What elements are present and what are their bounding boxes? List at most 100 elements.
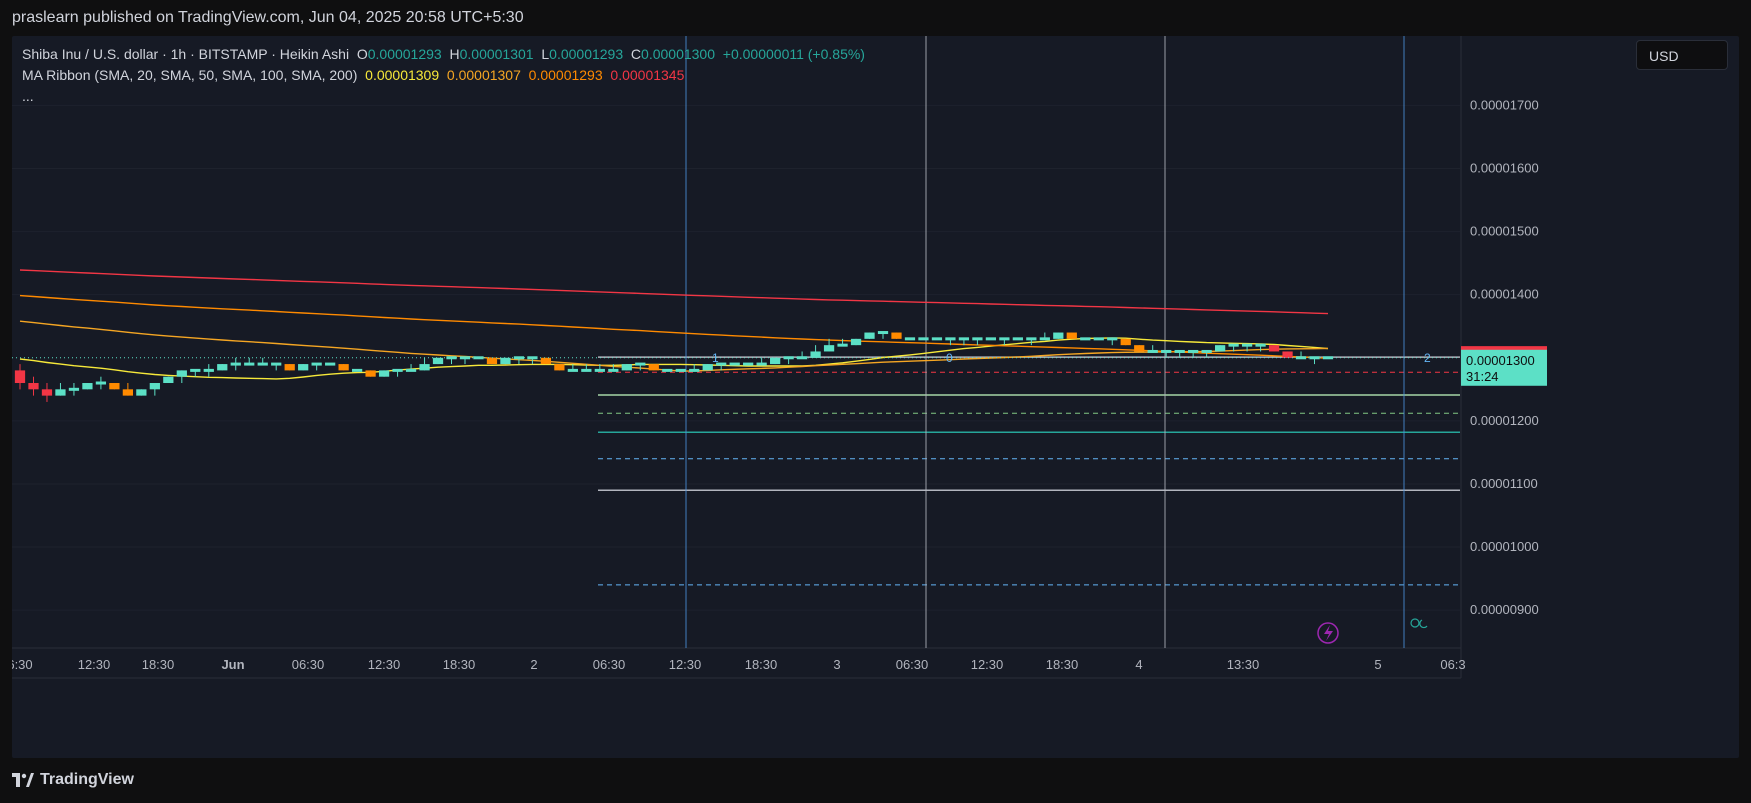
candle xyxy=(365,370,376,377)
candle xyxy=(271,362,282,366)
candle xyxy=(1107,337,1118,341)
candle xyxy=(325,362,336,366)
candle xyxy=(163,376,174,384)
currency-button[interactable]: USD xyxy=(1636,40,1728,70)
footer: TradingView xyxy=(12,765,134,795)
low-value: 0.00001293 xyxy=(549,46,624,62)
legend-more[interactable]: ... xyxy=(22,88,34,104)
price-chart[interactable]: 1 0 2 0.00001700 0.00001600 0.00001500 0.0000… xyxy=(12,36,1739,758)
ma-line-3 xyxy=(19,269,1329,315)
chart-panel[interactable]: 1 0 2 0.00001700 0.00001600 0.00001500 0.0000… xyxy=(12,36,1739,758)
candle xyxy=(1093,337,1104,341)
candle xyxy=(581,368,592,372)
candle xyxy=(554,364,565,371)
close-label: C xyxy=(630,46,642,62)
candle xyxy=(621,364,632,371)
symbol-description[interactable]: Shiba Inu / U.S. dollar · 1h · BITSTAMP … xyxy=(22,46,350,62)
tradingview-logo-icon xyxy=(12,773,34,787)
candle xyxy=(716,362,727,366)
y-tick-label-5: 0.00001100 xyxy=(1470,476,1538,491)
candle xyxy=(796,356,808,360)
x-tick-label-5: 12:30 xyxy=(368,657,401,672)
ma-line-1 xyxy=(19,320,1329,372)
candle xyxy=(55,389,66,396)
candle xyxy=(662,368,673,372)
candle xyxy=(1255,343,1266,347)
x-tick-label-12: 06:30 xyxy=(896,657,929,672)
candle xyxy=(500,357,511,365)
candle xyxy=(419,364,430,371)
candle xyxy=(1012,337,1023,341)
ma-ribbon-title: MA Ribbon (SMA, 20, SMA, 50, SMA, 100, S… xyxy=(22,67,358,83)
countdown-label: 31:24 xyxy=(1466,369,1499,384)
y-tick-label-0: 0.00001700 xyxy=(1470,97,1539,112)
candle xyxy=(810,351,821,358)
candle xyxy=(486,357,498,365)
candle xyxy=(702,364,713,371)
x-tick-label-2: 18:30 xyxy=(142,657,175,672)
close-value: 0.00001300 xyxy=(641,46,715,62)
y-tick-label-4: 0.00001200 xyxy=(1470,413,1539,428)
x-tick-label-18: 06:3 xyxy=(1440,657,1465,672)
candle xyxy=(298,364,309,371)
candle xyxy=(608,368,619,372)
candle xyxy=(1228,343,1239,347)
candle xyxy=(446,356,457,360)
ma100-value: 0.00001293 xyxy=(528,67,603,83)
candle xyxy=(1080,337,1091,341)
candle xyxy=(513,356,525,360)
x-tick-label-8: 06:30 xyxy=(593,657,626,672)
candle xyxy=(473,356,484,360)
bolt-icon xyxy=(1317,622,1339,644)
x-tick-label-3: Jun xyxy=(221,657,244,672)
candle xyxy=(41,389,53,396)
candle xyxy=(594,368,605,372)
candle xyxy=(378,370,390,377)
x-tick-label-9: 12:30 xyxy=(669,657,702,672)
candle xyxy=(567,368,578,372)
candle xyxy=(1282,351,1293,358)
footer-brand[interactable]: TradingView xyxy=(40,771,134,788)
candle xyxy=(972,337,983,341)
y-tick-label-1: 0.00001600 xyxy=(1470,160,1539,175)
candle xyxy=(1039,337,1050,341)
wave-label-2: 2 xyxy=(1424,351,1431,365)
ma20-value: 0.00001309 xyxy=(365,67,440,83)
candle xyxy=(1201,349,1212,353)
candle xyxy=(1295,356,1307,360)
y-tick-label-6: 0.00001000 xyxy=(1470,539,1539,554)
candle xyxy=(1161,349,1172,353)
candle xyxy=(770,357,781,365)
x-tick-label-17: 5 xyxy=(1374,657,1381,672)
candle xyxy=(176,370,187,377)
candle xyxy=(203,368,214,372)
candle xyxy=(68,387,80,391)
candle xyxy=(864,332,875,339)
candle xyxy=(136,389,147,396)
y-tick-label-3: 0.00001400 xyxy=(1470,287,1539,302)
ma50-value: 0.00001307 xyxy=(446,67,521,83)
open-label: O xyxy=(356,46,368,62)
candle xyxy=(729,362,740,366)
candle xyxy=(244,362,255,366)
legend-ma-row[interactable]: MA Ribbon (SMA, 20, SMA, 50, SMA, 100, S… xyxy=(22,65,865,86)
candle xyxy=(823,345,835,352)
chart-legend: Shiba Inu / U.S. dollar · 1h · BITSTAMP … xyxy=(22,44,865,107)
candle xyxy=(217,364,228,371)
candle xyxy=(109,383,120,390)
candle xyxy=(689,368,700,372)
candle xyxy=(95,381,107,385)
change-value: +0.00000011 (+0.85%) xyxy=(722,46,865,62)
candle xyxy=(635,362,646,366)
x-tick-label-0: 6:30 xyxy=(12,657,33,672)
candle xyxy=(1241,343,1253,347)
y-tick-label-2: 0.00001500 xyxy=(1470,224,1539,239)
x-tick-label-7: 2 xyxy=(530,657,537,672)
candle xyxy=(1066,332,1077,339)
high-label: H xyxy=(449,46,460,62)
candle xyxy=(28,383,39,390)
published-text: praslearn published on TradingView.com, … xyxy=(12,9,524,26)
x-tick-label-11: 3 xyxy=(833,657,840,672)
candle xyxy=(432,357,444,365)
open-value: 0.00001293 xyxy=(367,46,442,62)
